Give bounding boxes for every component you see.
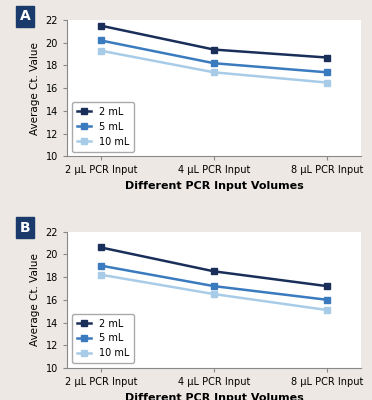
2 mL — [99, 245, 103, 250]
2 mL — [99, 23, 103, 28]
Line: 2 mL: 2 mL — [97, 244, 330, 290]
2 mL — [325, 55, 329, 60]
Legend: 2 mL, 5 mL, 10 mL: 2 mL, 5 mL, 10 mL — [72, 102, 134, 152]
5 mL — [325, 297, 329, 302]
10 mL — [99, 48, 103, 53]
5 mL — [212, 284, 216, 288]
2 mL — [212, 269, 216, 274]
2 mL — [212, 47, 216, 52]
X-axis label: Different PCR Input Volumes: Different PCR Input Volumes — [125, 392, 303, 400]
10 mL — [212, 70, 216, 75]
Legend: 2 mL, 5 mL, 10 mL: 2 mL, 5 mL, 10 mL — [72, 314, 134, 363]
Line: 5 mL: 5 mL — [97, 37, 330, 76]
10 mL — [99, 272, 103, 277]
X-axis label: Different PCR Input Volumes: Different PCR Input Volumes — [125, 181, 303, 191]
Line: 10 mL: 10 mL — [97, 47, 330, 86]
10 mL — [325, 80, 329, 85]
Y-axis label: Average Ct. Value: Average Ct. Value — [30, 42, 40, 135]
Line: 5 mL: 5 mL — [97, 262, 330, 303]
10 mL — [212, 292, 216, 296]
Text: B: B — [20, 221, 31, 235]
2 mL — [325, 284, 329, 288]
5 mL — [99, 263, 103, 268]
Y-axis label: Average Ct. Value: Average Ct. Value — [30, 253, 40, 346]
10 mL — [325, 308, 329, 312]
5 mL — [99, 38, 103, 43]
Text: A: A — [20, 9, 31, 23]
Line: 2 mL: 2 mL — [97, 22, 330, 61]
5 mL — [212, 61, 216, 66]
Line: 10 mL: 10 mL — [97, 271, 330, 314]
5 mL — [325, 70, 329, 75]
